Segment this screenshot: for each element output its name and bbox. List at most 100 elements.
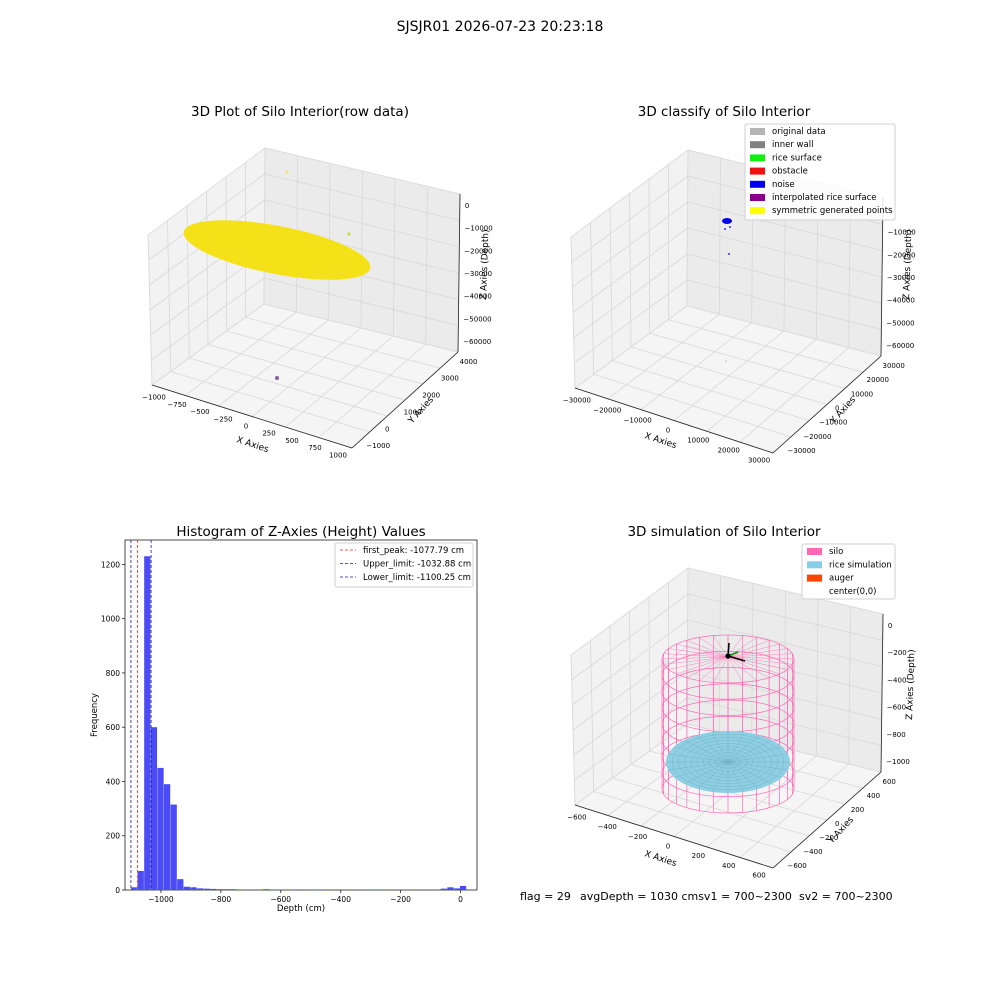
p2-y-tick-label: −30000 (787, 447, 815, 455)
panel4-zlabel: Z Axies (Depth) (905, 649, 917, 720)
p1-x-tick-label: 1000 (329, 451, 347, 459)
panel2-legend-swatch (750, 154, 765, 162)
panel1-title: 3D Plot of Silo Interior(row data) (191, 104, 409, 120)
p2-y-tick-label: 20000 (867, 376, 889, 384)
panel2-legend-swatch (750, 207, 765, 215)
panel4-title: 3D simulation of Silo Interior (627, 524, 821, 540)
panel2-legend-label: symmetric generated points (772, 206, 893, 216)
p4-z-tick-label: 0 (888, 622, 892, 630)
p4-x-tick-label: −200 (628, 833, 647, 841)
panel4-auger-x (727, 655, 746, 662)
p1-z-tick-label: 0 (465, 202, 469, 210)
histogram-bar (381, 889, 388, 890)
panel2-x-axis (574, 387, 774, 454)
p1-y-tick-label: 1000 (404, 408, 422, 416)
histogram-bar (440, 888, 448, 890)
panel1-xlabel: X Axies (235, 435, 270, 455)
panel3-legend: first_peak: -1077.79 cm Upper_limit: -103… (334, 542, 474, 588)
panel2-noise-cluster (722, 218, 732, 224)
histogram-y-tick-label: 400 (106, 777, 121, 786)
p2-z-tick-label: −60000 (886, 342, 914, 350)
histogram-bar (216, 889, 223, 890)
p2-y-tick-label: 10000 (851, 390, 873, 398)
histogram-y-tick-label: 600 (106, 723, 121, 732)
histogram-bar (203, 888, 210, 890)
histogram-bar (275, 889, 283, 890)
panel1-point (347, 232, 351, 236)
p1-x-tick-label: 0 (244, 423, 248, 431)
p4-z-tick-label: −800 (886, 731, 905, 739)
histogram-bar (229, 889, 237, 890)
panel-raw-3d: 3D Plot of Silo Interior(row data) −1000… (142, 104, 493, 459)
p1-x-tick-label: 750 (308, 444, 321, 452)
p2-y-tick-label: 0 (835, 405, 839, 413)
panel2-legend-swatch (750, 141, 765, 149)
panel4-legend-label: auger (829, 574, 854, 584)
p4-y-tick-label: 400 (867, 792, 880, 800)
panel2-legend-label: obstacle (772, 167, 808, 177)
p1-z-tick-label: −30000 (464, 270, 492, 278)
panel3-plot-frame (124, 539, 478, 891)
p2-z-tick-label: −10000 (888, 229, 916, 237)
histogram-bar (144, 556, 151, 890)
p4-x-tick-label: 0 (666, 843, 670, 851)
histogram-bar (453, 888, 461, 890)
p1-z-tick-label: −40000 (464, 293, 492, 301)
p1-z-tick-label: −20000 (464, 247, 492, 255)
panel1-y-axis (351, 351, 459, 449)
panel4-z-axis (880, 613, 884, 773)
panel4-xlabel: X Axies (643, 849, 678, 869)
p1-x-tick-label: −750 (167, 401, 186, 409)
histogram-bar (177, 879, 184, 890)
p4-y-tick-label: 200 (851, 806, 864, 814)
p4-z-tick-label: −200 (888, 649, 907, 657)
panel-histogram: Histogram of Z-Axies (Height) Values −10… (90, 524, 478, 914)
histogram-x-tick-label: −1000 (148, 895, 174, 904)
panel-classify-3d: 3D classify of Silo Interior −30000−2000… (563, 104, 916, 464)
histogram-bar (368, 889, 375, 890)
p2-x-tick-label: 10000 (687, 436, 709, 444)
p4-y-tick-label: 600 (883, 778, 896, 786)
panel2-legend-swatch (750, 128, 765, 135)
panel4-legend-swatch (807, 548, 822, 555)
p1-x-tick-label: −500 (190, 408, 209, 416)
histogram-bar (243, 889, 250, 890)
histogram-bar (236, 889, 243, 890)
histogram-bar (150, 727, 158, 890)
p2-z-tick-label: −40000 (887, 297, 915, 305)
panel3-title: Histogram of Z-Axies (Height) Values (176, 524, 425, 540)
panel1-z-axis (457, 193, 461, 353)
panel2-legend-swatch (750, 180, 765, 188)
panel2-point (729, 226, 731, 228)
p1-z-tick-label: −50000 (463, 315, 491, 323)
panel2-point (728, 253, 730, 255)
p2-y-tick-label: −20000 (803, 433, 831, 441)
p1-z-tick-label: −10000 (465, 225, 493, 233)
histogram-legend-label: first_peak: -1077.79 cm (363, 546, 464, 556)
panel2-zlabel: Z Axies (Depth) (902, 229, 914, 300)
histogram-bar (157, 767, 164, 890)
panel1-point (285, 170, 289, 174)
figure-title: SJSJR01 2026-07-23 20:23:18 (397, 19, 604, 35)
histogram-x-tick-label: −600 (270, 895, 291, 904)
panel1-rice-cloud (183, 220, 371, 280)
panel2-legend-label: inner wall (772, 140, 813, 150)
p4-z-tick-label: −400 (887, 676, 906, 684)
p1-y-tick-label: −1000 (366, 442, 390, 450)
p2-z-tick-label: −30000 (887, 274, 915, 282)
p2-y-tick-label: −10000 (819, 419, 847, 427)
status-sv2: sv2 = 700~2300 (799, 890, 893, 903)
panel-simulation-3d: 3D simulation of Silo Interior −600 −400 −… (567, 524, 917, 879)
panel2-y-axis (772, 355, 882, 454)
histogram-bar (170, 804, 177, 890)
histogram-y-tick-label: 1200 (101, 560, 120, 569)
histogram-y-tick-label: 800 (106, 669, 121, 678)
panel2-point (724, 228, 726, 230)
panel1-zlabel: Z Axies (Depth) (479, 229, 491, 300)
p2-x-tick-label: −10000 (624, 417, 652, 425)
p4-y-tick-label: 0 (835, 820, 839, 828)
histogram-bar (190, 887, 197, 890)
histogram-legend-label: Lower_limit: -1100.25 cm (363, 573, 471, 583)
histogram-bar (269, 889, 276, 890)
panel2-legend: original data inner wall rice surface obsta… (744, 123, 896, 221)
